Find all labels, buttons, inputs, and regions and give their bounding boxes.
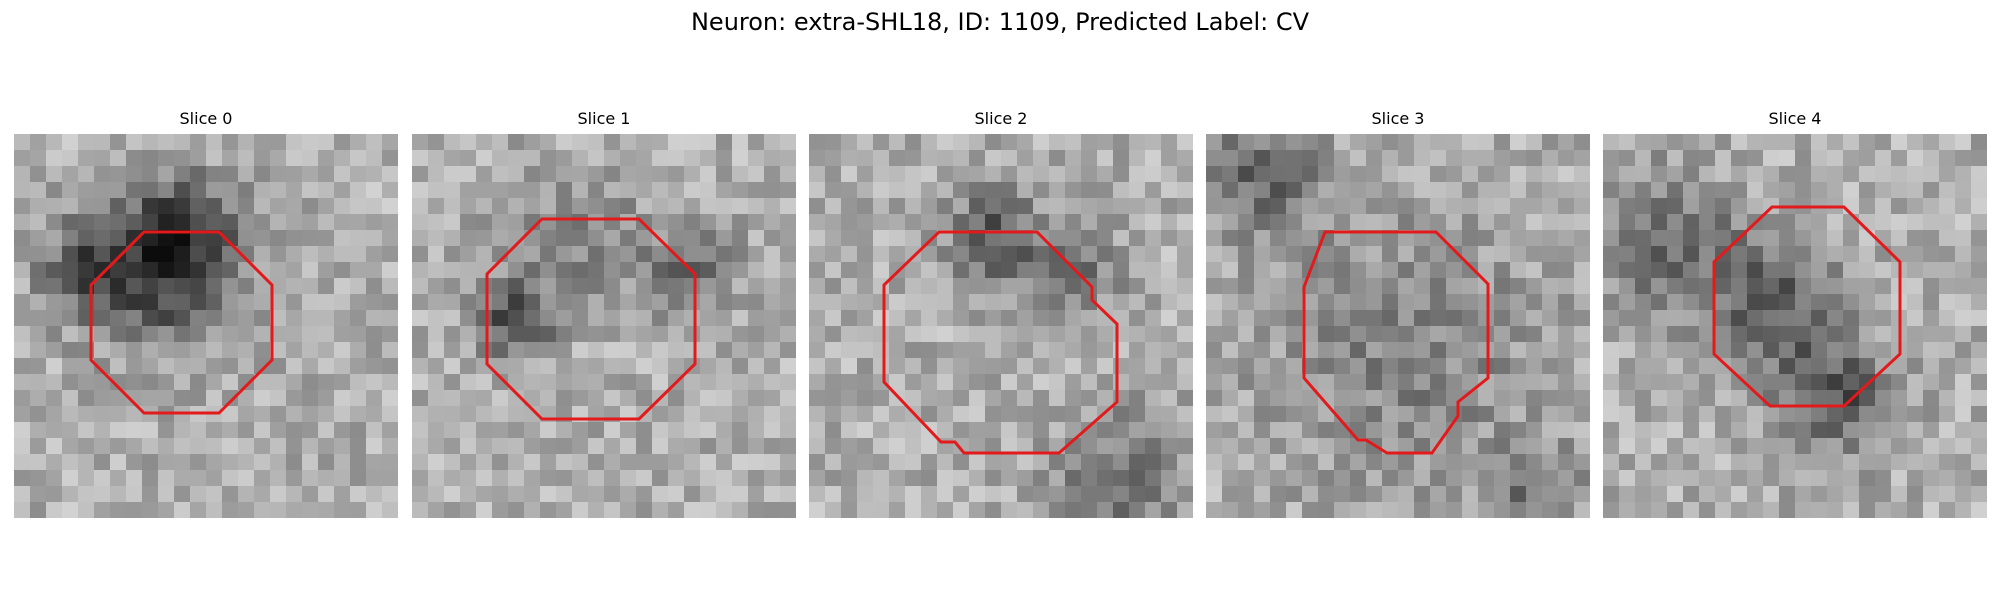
slice-panel-3: Slice 3 [1206,108,1590,518]
grayscale-pixels [1206,134,1590,518]
slice-image [1206,134,1590,518]
grayscale-pixels [809,134,1193,518]
roi-contour [1712,205,1902,408]
slice-panel-1: Slice 1 [412,108,796,518]
slice-title: Slice 0 [179,109,233,128]
slice-panel-4: Slice 4 [1603,108,1987,518]
grayscale-pixels [1603,134,1987,518]
roi-contour [485,217,697,421]
slice-panel-0: Slice 0 [14,108,398,518]
slice-title: Slice 3 [1371,109,1425,128]
figure-title: Neuron: extra-SHL18, ID: 1109, Predicted… [690,8,1310,36]
slice-image [1603,134,1987,518]
slice-title: Slice 4 [1768,109,1822,128]
roi-contour [882,230,1119,455]
slice-image [412,134,796,518]
slice-title: Slice 2 [974,109,1028,128]
slice-title: Slice 1 [577,109,631,128]
roi-contour [1302,230,1490,455]
grayscale-pixels [412,134,796,518]
slice-panel-2: Slice 2 [809,108,1193,518]
grayscale-pixels [14,134,398,518]
roi-contour [89,230,274,415]
slice-image [14,134,398,518]
slice-image [809,134,1193,518]
